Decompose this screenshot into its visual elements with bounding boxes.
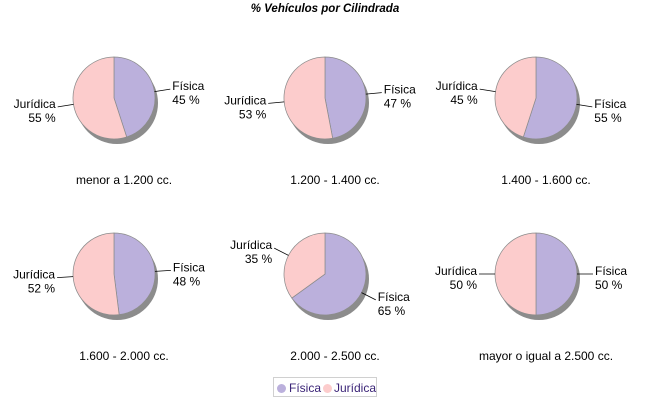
svg-text:50 %: 50 %	[595, 278, 623, 292]
svg-text:Física: Física	[172, 79, 204, 93]
svg-text:Física: Física	[384, 83, 416, 97]
svg-text:48 %: 48 %	[173, 274, 201, 288]
svg-text:47 %: 47 %	[384, 97, 412, 111]
svg-text:50 %: 50 %	[450, 278, 478, 292]
svg-text:65 %: 65 %	[378, 304, 406, 318]
svg-text:Jurídica: Jurídica	[230, 238, 272, 252]
svg-text:Jurídica: Jurídica	[224, 93, 266, 107]
svg-text:Física: Física	[595, 264, 627, 278]
svg-text:Física: Física	[594, 97, 626, 111]
svg-text:1.200 - 1.400 cc.: 1.200 - 1.400 cc.	[290, 173, 379, 187]
svg-text:Física: Física	[173, 260, 205, 274]
svg-text:mayor o igual a 2.500 cc.: mayor o igual a 2.500 cc.	[479, 349, 613, 363]
svg-text:55 %: 55 %	[594, 111, 622, 125]
svg-text:45 %: 45 %	[172, 93, 200, 107]
svg-text:2.000 - 2.500 cc.: 2.000 - 2.500 cc.	[290, 349, 379, 363]
svg-text:menor a 1.200 cc.: menor a 1.200 cc.	[76, 173, 172, 187]
svg-text:Jurídica: Jurídica	[436, 79, 478, 93]
svg-text:35 %: 35 %	[245, 252, 273, 266]
svg-text:52 %: 52 %	[28, 282, 56, 296]
svg-text:Jurídica: Jurídica	[435, 264, 477, 278]
svg-text:Física: Física	[378, 290, 410, 304]
svg-text:45 %: 45 %	[450, 93, 478, 107]
svg-text:Jurídica: Jurídica	[13, 268, 55, 282]
svg-text:1.600 - 2.000 cc.: 1.600 - 2.000 cc.	[79, 349, 168, 363]
svg-text:55 %: 55 %	[28, 111, 56, 125]
svg-text:Jurídica: Jurídica	[14, 97, 56, 111]
svg-text:53 %: 53 %	[239, 107, 267, 121]
svg-text:1.400 - 1.600 cc.: 1.400 - 1.600 cc.	[501, 173, 590, 187]
